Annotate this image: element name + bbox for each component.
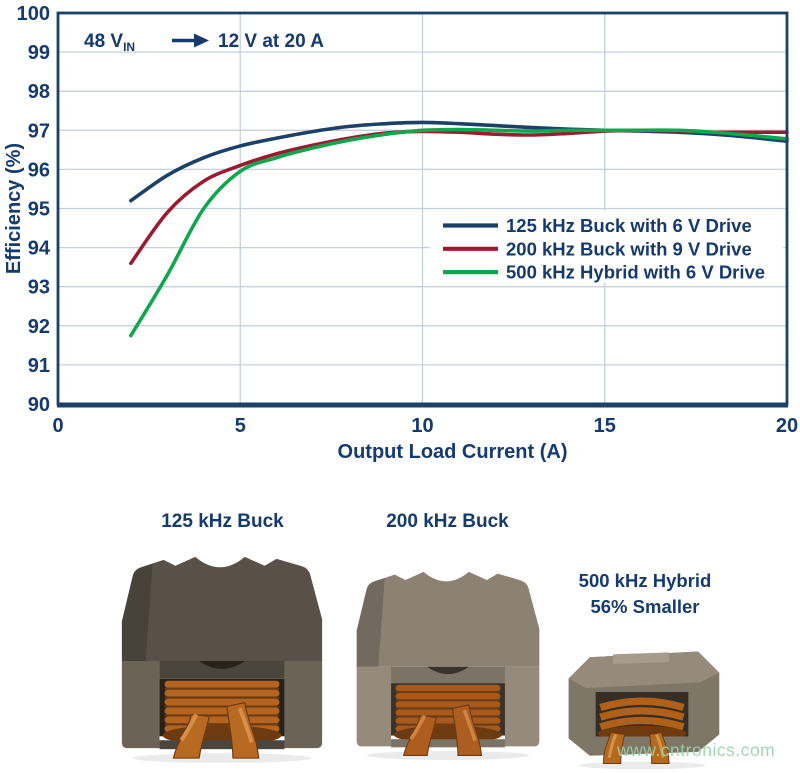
series-line-2 (129, 127, 789, 338)
coil-band (599, 716, 685, 731)
gridlines (58, 13, 787, 404)
x-tick-label: 10 (411, 415, 433, 437)
coil-band (395, 684, 501, 692)
coil-band (164, 698, 280, 706)
photo-label-125khz-buck: 125 kHz Buck (161, 511, 284, 532)
coil-band (164, 707, 280, 715)
coil-band (599, 707, 685, 721)
coil-band (395, 717, 501, 724)
coil-band (164, 680, 280, 688)
annotation-left: 48 VIN (84, 31, 135, 54)
x-axis-title: Output Load Current (A) (338, 441, 568, 463)
legend-label-2: 500 kHz Hybrid with 6 V Drive (506, 262, 765, 283)
x-tick-label: 0 (52, 415, 63, 437)
core-top (568, 651, 720, 689)
y-axis-title: Efficiency (%) (3, 143, 25, 274)
watermark: www.cntronics.com (617, 740, 776, 760)
coil-band (395, 701, 501, 708)
y-tick-label: 94 (28, 238, 51, 260)
core-right-pillar (504, 666, 540, 747)
core-left-pillar (356, 666, 392, 747)
x-tick-label: 20 (776, 415, 798, 437)
y-tick-label: 99 (28, 42, 50, 64)
y-tick-label: 93 (28, 277, 50, 299)
coil-band (164, 689, 280, 697)
tick-labels: 90 91 92 93 94 95 96 97 98 99 100 0 5 10 15 20 (17, 3, 799, 437)
y-tick-label: 91 (28, 355, 50, 377)
coil-band (395, 693, 501, 700)
annotation-arrow-head (194, 33, 209, 48)
core-right-pillar (284, 660, 323, 749)
photo-label-200khz-buck: 200 kHz Buck (386, 511, 509, 532)
chart-annotation: 48 VIN 12 V at 20 A (84, 31, 324, 54)
y-tick-label: 100 (17, 3, 50, 25)
y-tick-label: 95 (28, 199, 50, 221)
core-left-pillar (121, 660, 160, 749)
inductor-photo-125khz-buck (121, 556, 323, 764)
coil-band (395, 709, 501, 716)
copper-leg-right (226, 701, 260, 759)
y-tick-label: 98 (28, 81, 50, 103)
y-tick-label: 96 (28, 159, 50, 181)
copper-leg-right (451, 704, 483, 756)
coil-band (599, 697, 685, 711)
y-tick-label: 97 (28, 120, 50, 142)
photo-label-500khz-line2: 56% Smaller (590, 596, 700, 617)
photo-label-500khz-line1: 500 kHz Hybrid (578, 570, 712, 591)
data-series (129, 120, 789, 338)
legend-label-0: 125 kHz Buck with 6 V Drive (506, 215, 752, 236)
x-tick-label: 15 (594, 415, 616, 437)
y-tick-label: 90 (28, 394, 50, 416)
coil-band (164, 716, 280, 724)
legend-label-1: 200 kHz Buck with 9 V Drive (506, 238, 752, 259)
y-tick-label: 92 (28, 316, 50, 338)
inductor-photo-200khz-buck (356, 571, 540, 760)
inductor-photo-500khz-hybrid (568, 651, 720, 770)
x-tick-label: 5 (235, 415, 246, 437)
core-top (121, 556, 323, 661)
series-line-0 (129, 120, 789, 203)
photo-label-500khz-hybrid: 500 kHz Hybrid 56% Smaller (555, 568, 735, 620)
core-top (356, 571, 540, 667)
annotation-right: 12 V at 20 A (218, 31, 324, 52)
